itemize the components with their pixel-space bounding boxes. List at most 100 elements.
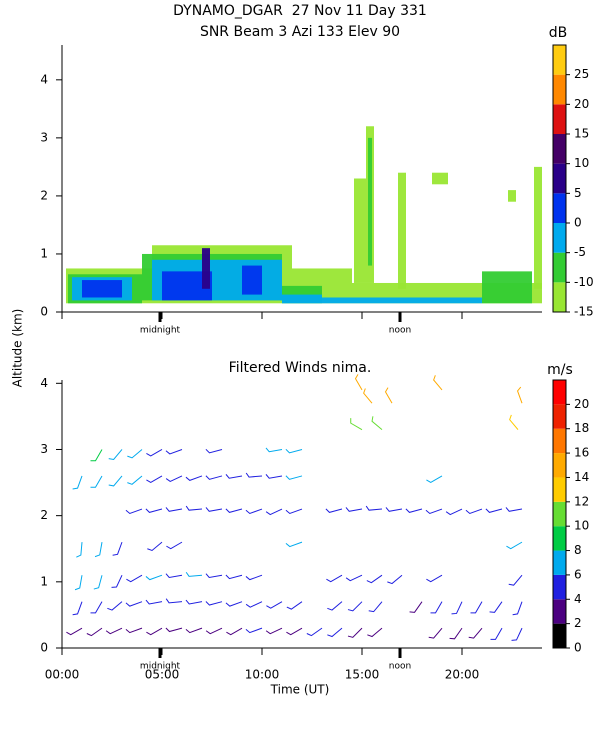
- wind-barb: [145, 599, 163, 605]
- wind-barb: [111, 574, 123, 588]
- wind-barb: [265, 627, 283, 635]
- wind-barb: [146, 627, 163, 636]
- wind-barb: [354, 374, 363, 391]
- wind-barb: [185, 475, 203, 481]
- wind-barb: [185, 627, 203, 634]
- wind-barb: [145, 574, 163, 581]
- x-tick-label: 10:00: [245, 668, 280, 682]
- x-tick-label: 15:00: [345, 668, 380, 682]
- wind-barb: [405, 508, 423, 513]
- y-tick-label: 2: [40, 188, 48, 202]
- colorbar-swatch: [553, 74, 566, 105]
- snr-cell: [322, 297, 482, 304]
- colorbar-swatch: [553, 380, 566, 405]
- colorbar-swatch: [553, 282, 566, 312]
- wind-barb: [90, 449, 103, 462]
- annotation: noon: [389, 326, 411, 336]
- wind-barb: [506, 541, 523, 550]
- wind-barb: [108, 449, 123, 460]
- wind-barb: [326, 574, 343, 583]
- wind-barb: [125, 627, 143, 634]
- wind-barb: [306, 627, 323, 637]
- wind-barb: [165, 449, 183, 455]
- colorbar-tick-label: 5: [574, 186, 582, 200]
- colorbar-swatch: [553, 193, 566, 223]
- wind-barb: [147, 541, 163, 552]
- annotation: midnight: [140, 326, 181, 336]
- colorbar-frame: [552, 379, 567, 649]
- y-tick-label: 0: [40, 305, 48, 319]
- x-tick-label: 00:00: [45, 668, 80, 682]
- wind-barb: [345, 574, 363, 582]
- snr-cell: [82, 280, 122, 298]
- wind-barb: [265, 474, 283, 479]
- snr-cell: [508, 190, 516, 202]
- wind-barb: [165, 475, 183, 483]
- annotation: noon: [389, 662, 411, 672]
- wind-barb: [365, 505, 383, 511]
- wind-barb: [449, 627, 463, 640]
- wind-barb: [345, 507, 363, 512]
- colorbar-swatch: [553, 428, 566, 454]
- wind-barb: [366, 574, 383, 584]
- x-axis-label: Time (UT): [270, 683, 330, 697]
- colorbar-tick-label: 2: [574, 616, 582, 630]
- colorbar-tick-label: 10: [574, 156, 589, 170]
- colorbar-swatch: [553, 623, 566, 648]
- colorbar-swatch: [553, 526, 566, 551]
- y-tick-label: 3: [40, 442, 48, 456]
- colorbar-tick-label: 14: [574, 470, 589, 484]
- wind-barb: [166, 541, 183, 550]
- wind-barb: [368, 601, 383, 613]
- colorbar-tick-label: 16: [574, 446, 589, 460]
- colorbar-tick-label: 15: [574, 127, 589, 141]
- wind-barb: [387, 574, 403, 585]
- wind-barb: [425, 508, 443, 515]
- wind-barb: [511, 627, 523, 641]
- colorbar-label: dB: [549, 25, 568, 41]
- snr-cell: [482, 271, 532, 304]
- wind-barb: [72, 475, 83, 490]
- wind-barb: [205, 573, 223, 579]
- wind-barb: [127, 449, 143, 459]
- y-tick-label: 4: [40, 72, 48, 86]
- wind-barb: [185, 505, 203, 511]
- wind-barb: [350, 418, 363, 431]
- wind-barb: [445, 508, 463, 516]
- wind-barb: [327, 601, 343, 611]
- wind-barb: [245, 574, 263, 581]
- wind-barb: [485, 508, 503, 513]
- colorbar-swatch: [553, 223, 566, 253]
- snr-cell: [354, 178, 366, 283]
- wind-barb: [468, 627, 483, 639]
- wind-barb: [146, 449, 163, 457]
- colorbar-frame: [552, 44, 567, 313]
- wind-barb: [225, 601, 243, 607]
- wind-barb: [76, 542, 83, 558]
- wind-barb: [470, 601, 483, 614]
- wind-barb: [433, 375, 443, 391]
- wind-barb: [367, 627, 383, 638]
- wind-barb: [72, 601, 83, 616]
- wind-barb: [465, 508, 483, 515]
- wind-barb: [74, 575, 83, 591]
- snr-cell: [202, 248, 210, 289]
- colorbar-tick-label: -15: [574, 305, 594, 319]
- wind-barb: [505, 507, 523, 512]
- colorbar-swatch: [553, 550, 566, 575]
- wind-barb: [165, 627, 183, 633]
- wind-barb: [512, 601, 523, 616]
- colorbar-tick-label: -5: [574, 245, 586, 259]
- wind-barb: [108, 475, 123, 487]
- wind-barb: [165, 507, 183, 512]
- wind-barb: [509, 414, 519, 430]
- colorbar-tick-label: 6: [574, 567, 582, 581]
- wind-barb: [489, 601, 503, 613]
- snr-cell: [282, 294, 322, 304]
- wind-barb: [430, 601, 443, 614]
- wind-barb: [112, 541, 123, 556]
- wind-barb: [245, 472, 263, 478]
- y-tick-label: 1: [40, 246, 48, 260]
- snr-cell: [242, 265, 262, 295]
